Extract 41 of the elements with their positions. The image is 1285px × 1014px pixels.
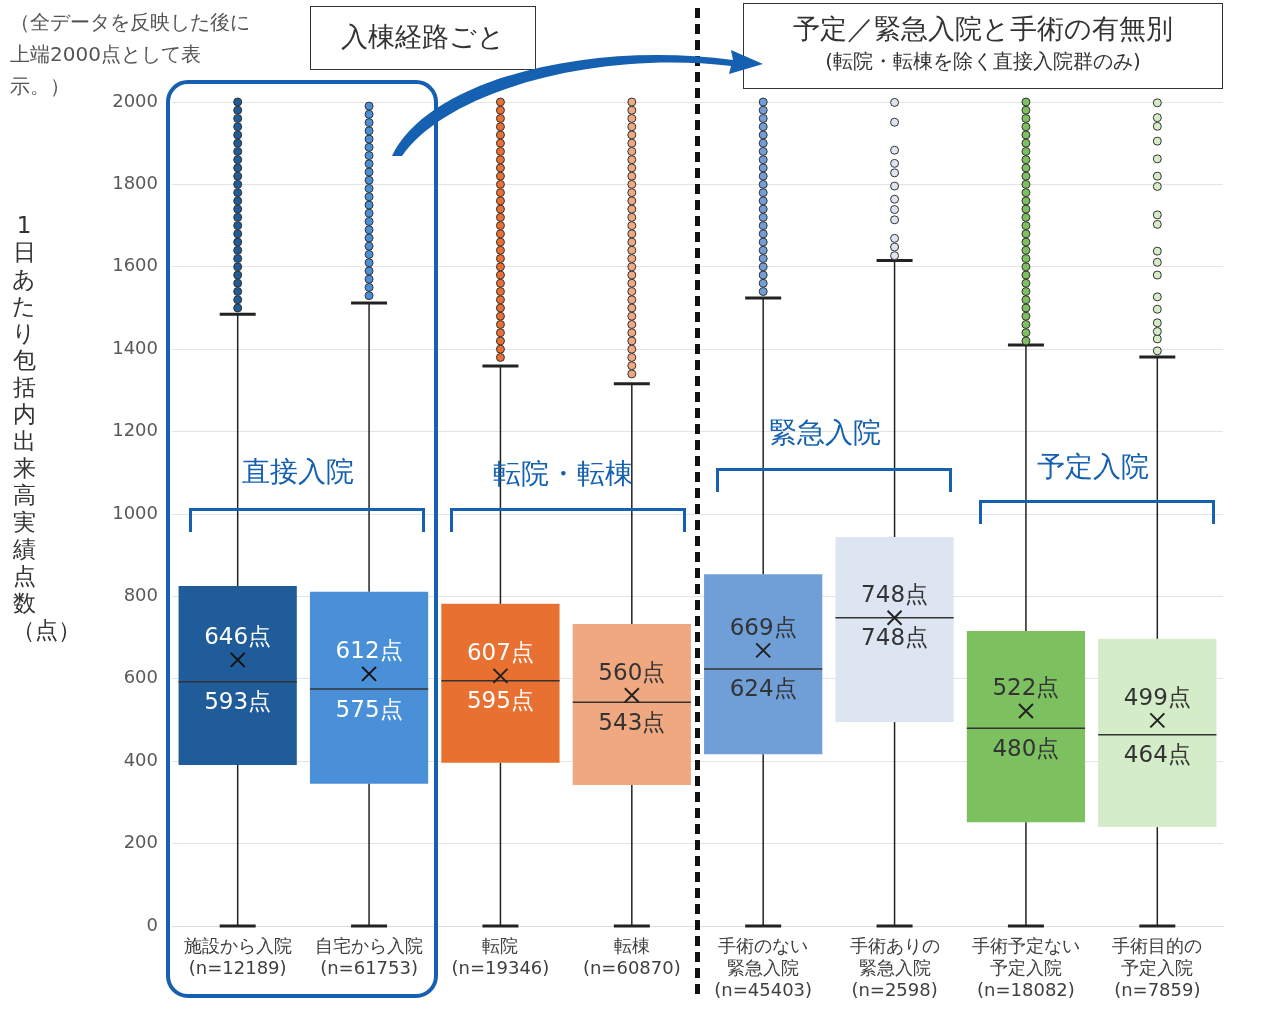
y-tick-label: 200 [123, 831, 158, 853]
y-tick-label: 400 [123, 748, 158, 770]
x-tick-label: 手術予定ない 予定入院 (n=18082) [971, 935, 1080, 1000]
y-tick-label: 800 [123, 584, 158, 606]
annotation: 748点 [861, 581, 929, 608]
y-tick-label: 0 [146, 913, 158, 935]
annotation: 499点 [1123, 683, 1191, 710]
annotation: 560点 [598, 658, 666, 685]
annotation: 予定入院 [1036, 449, 1150, 485]
x-tick-label: 自宅から入院 (n=61753) [315, 935, 424, 979]
annotation: 522点 [992, 674, 1060, 701]
annotation: 593点 [204, 688, 272, 715]
annotation: 480点 [992, 734, 1060, 761]
y-tick-label: 1200 [112, 419, 158, 441]
annotation: 607点 [466, 639, 534, 666]
x-tick-label: 施設から入院 (n=12189) [183, 935, 292, 979]
x-tick-label: 転院 (n=19346) [451, 935, 550, 979]
x-tick-label: 転棟 (n=60870) [582, 935, 681, 979]
x-tick-label: 手術目的の予定入院 (n=7859) [1112, 935, 1203, 1000]
annotation: 748点 [861, 624, 929, 651]
x-tick-label: 手術ありの緊急入院 (n=2598) [849, 935, 940, 1000]
y-tick-label: 1600 [112, 254, 158, 276]
y-tick-label: 1400 [112, 336, 158, 358]
text: 予定／緊急入院と手術の有無別 [792, 12, 1174, 46]
annotation: 575点 [335, 695, 403, 722]
y-tick-label: 1800 [112, 172, 158, 194]
annotation: 595点 [466, 687, 534, 714]
annotation: 669点 [729, 613, 797, 640]
x-tick-label: 手術のない 緊急入院 (n=45403) [714, 935, 813, 1000]
annotation: 646点 [204, 623, 272, 650]
y-tick-label: 600 [123, 666, 158, 688]
text: (転院・転棟を除く直接入院群のみ) [824, 48, 1142, 75]
annotation: 464点 [1123, 741, 1191, 768]
text: 入棟経路ごと [310, 6, 536, 70]
annotation: 543点 [598, 708, 666, 735]
annotation: 緊急入院 [768, 415, 882, 451]
text: 1日あたり包括内出来高実績点数（点） [12, 212, 81, 643]
y-tick-label: 1000 [112, 501, 158, 523]
annotation: 612点 [335, 637, 403, 664]
annotation: 直接入院 [241, 454, 355, 490]
annotation: 624点 [729, 675, 797, 702]
